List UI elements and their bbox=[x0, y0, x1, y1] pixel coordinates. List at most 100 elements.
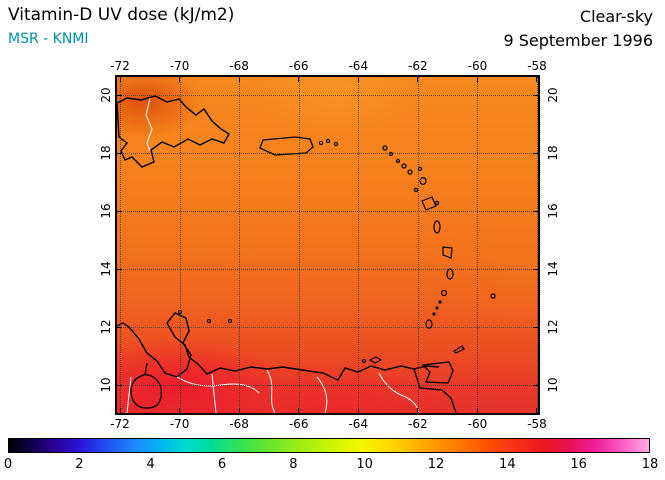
gridline-horizontal bbox=[117, 327, 538, 328]
lon-tick-label: -62 bbox=[408, 417, 428, 431]
lon-tick-label: -62 bbox=[408, 59, 428, 73]
axis-tick bbox=[179, 408, 181, 413]
axis-tick bbox=[117, 268, 122, 270]
coastline-hispaniola bbox=[117, 95, 230, 168]
axis-tick bbox=[298, 408, 300, 413]
lon-tick-label: -64 bbox=[348, 59, 369, 73]
lon-tick-label: -66 bbox=[288, 417, 309, 431]
axis-tick bbox=[117, 94, 122, 96]
lon-tick-label: -68 bbox=[229, 59, 249, 73]
gridline-vertical bbox=[120, 77, 121, 413]
lon-tick-label: -58 bbox=[527, 59, 547, 73]
axis-tick bbox=[119, 77, 121, 82]
colorbar-tick-label: 0 bbox=[3, 457, 13, 472]
southern-islands bbox=[177, 309, 383, 364]
colorbar-tick-label: 12 bbox=[427, 457, 445, 472]
axis-tick bbox=[476, 408, 478, 413]
colorbar-axis: 0 2 4 6 8 10 12 14 16 18 bbox=[4, 457, 658, 473]
lon-tick-label: -60 bbox=[467, 59, 488, 73]
lat-tick-label: 18 bbox=[98, 145, 113, 161]
lat-tick-label: 20 bbox=[98, 87, 113, 103]
gridline-vertical bbox=[477, 77, 479, 413]
lat-tick-label: 12 bbox=[545, 319, 560, 335]
header-right: Clear-sky 9 September 1996 bbox=[503, 5, 653, 53]
axis-tick bbox=[357, 77, 359, 82]
border-hispaniola bbox=[145, 97, 153, 152]
lon-tick-label: -70 bbox=[169, 417, 190, 431]
axis-tick bbox=[417, 77, 419, 82]
axis-tick bbox=[117, 152, 122, 154]
colorbar-tick-label: 6 bbox=[217, 457, 227, 472]
lon-tick-label: -68 bbox=[229, 417, 249, 431]
axis-tick bbox=[417, 408, 419, 413]
axis-tick bbox=[117, 210, 122, 212]
lat-tick-label: 16 bbox=[98, 203, 113, 219]
colorbar-tick-label: 10 bbox=[356, 457, 373, 472]
lat-tick-label: 10 bbox=[545, 377, 560, 393]
axis-tick bbox=[536, 77, 538, 82]
axis-tick bbox=[533, 94, 538, 96]
axis-tick bbox=[179, 77, 181, 82]
colorbar bbox=[8, 438, 650, 453]
colorbar-tick-label: 8 bbox=[289, 457, 298, 472]
gridline-horizontal bbox=[117, 95, 538, 96]
gridline-vertical bbox=[298, 77, 300, 413]
coastline-lake-maracaibo bbox=[130, 362, 162, 409]
lon-axis-top: -72 -70 -68 -66 -64 -62 -60 -58 bbox=[110, 59, 547, 74]
coastline-puerto-rico bbox=[259, 136, 314, 156]
lon-tick-label: -70 bbox=[169, 59, 190, 73]
gridline-horizontal bbox=[117, 153, 538, 154]
axis-tick bbox=[533, 268, 538, 270]
lat-tick-label: 20 bbox=[545, 87, 560, 103]
axis-tick bbox=[536, 408, 538, 413]
colorbar-tick-label: 18 bbox=[641, 457, 659, 472]
lon-tick-label: -72 bbox=[110, 417, 130, 431]
axis-tick bbox=[533, 384, 538, 386]
lon-tick-label: -72 bbox=[110, 59, 130, 73]
lat-tick-label: 16 bbox=[545, 203, 560, 219]
gridline-vertical bbox=[536, 77, 538, 413]
lon-tick-label: -58 bbox=[527, 417, 547, 431]
lat-tick-label: 10 bbox=[98, 377, 113, 393]
gridline-horizontal bbox=[117, 211, 538, 212]
date-label: 9 September 1996 bbox=[503, 31, 653, 50]
condition-label: Clear-sky bbox=[579, 7, 653, 26]
gridline-vertical bbox=[239, 77, 241, 413]
lat-axis-right: 20 18 16 14 12 10 bbox=[545, 87, 560, 392]
axis-tick bbox=[119, 408, 121, 413]
lat-tick-label: 18 bbox=[545, 145, 560, 161]
colorbar-tick-label: 4 bbox=[146, 457, 155, 472]
map-frame bbox=[115, 75, 540, 415]
axis-tick bbox=[117, 384, 122, 386]
gridline-vertical bbox=[179, 77, 181, 413]
lat-tick-label: 12 bbox=[98, 319, 113, 335]
coastline-venezuela bbox=[117, 312, 440, 381]
lat-tick-label: 14 bbox=[98, 261, 113, 277]
colorbar-tick-label: 14 bbox=[499, 457, 516, 472]
gridline-horizontal bbox=[117, 269, 538, 270]
axis-tick bbox=[476, 77, 478, 82]
axis-tick bbox=[238, 77, 240, 82]
axis-tick bbox=[533, 210, 538, 212]
coastline-trinidad bbox=[421, 361, 454, 384]
gridline-vertical bbox=[417, 77, 419, 413]
axis-tick bbox=[298, 77, 300, 82]
axis-tick bbox=[533, 326, 538, 328]
colorbar-tick-label: 2 bbox=[75, 457, 84, 472]
colorbar-gradient bbox=[9, 439, 649, 452]
lat-tick-label: 14 bbox=[545, 261, 560, 277]
lat-axis-left: 20 18 16 14 12 10 bbox=[98, 87, 113, 392]
lon-tick-label: -66 bbox=[288, 59, 309, 73]
axis-tick bbox=[533, 152, 538, 154]
lon-tick-label: -60 bbox=[467, 417, 488, 431]
source-label: MSR - KNMI bbox=[8, 31, 89, 47]
virgin-islands bbox=[318, 138, 339, 147]
gridline-vertical bbox=[358, 77, 360, 413]
lon-axis-bottom: -72 -70 -68 -66 -64 -62 -60 -58 bbox=[110, 417, 547, 432]
page-title: Vitamin-D UV dose (kJ/m2) bbox=[8, 5, 235, 25]
colorbar-tick-label: 16 bbox=[570, 457, 587, 472]
axis-tick bbox=[238, 408, 240, 413]
lon-tick-label: -64 bbox=[348, 417, 369, 431]
axis-tick bbox=[357, 408, 359, 413]
